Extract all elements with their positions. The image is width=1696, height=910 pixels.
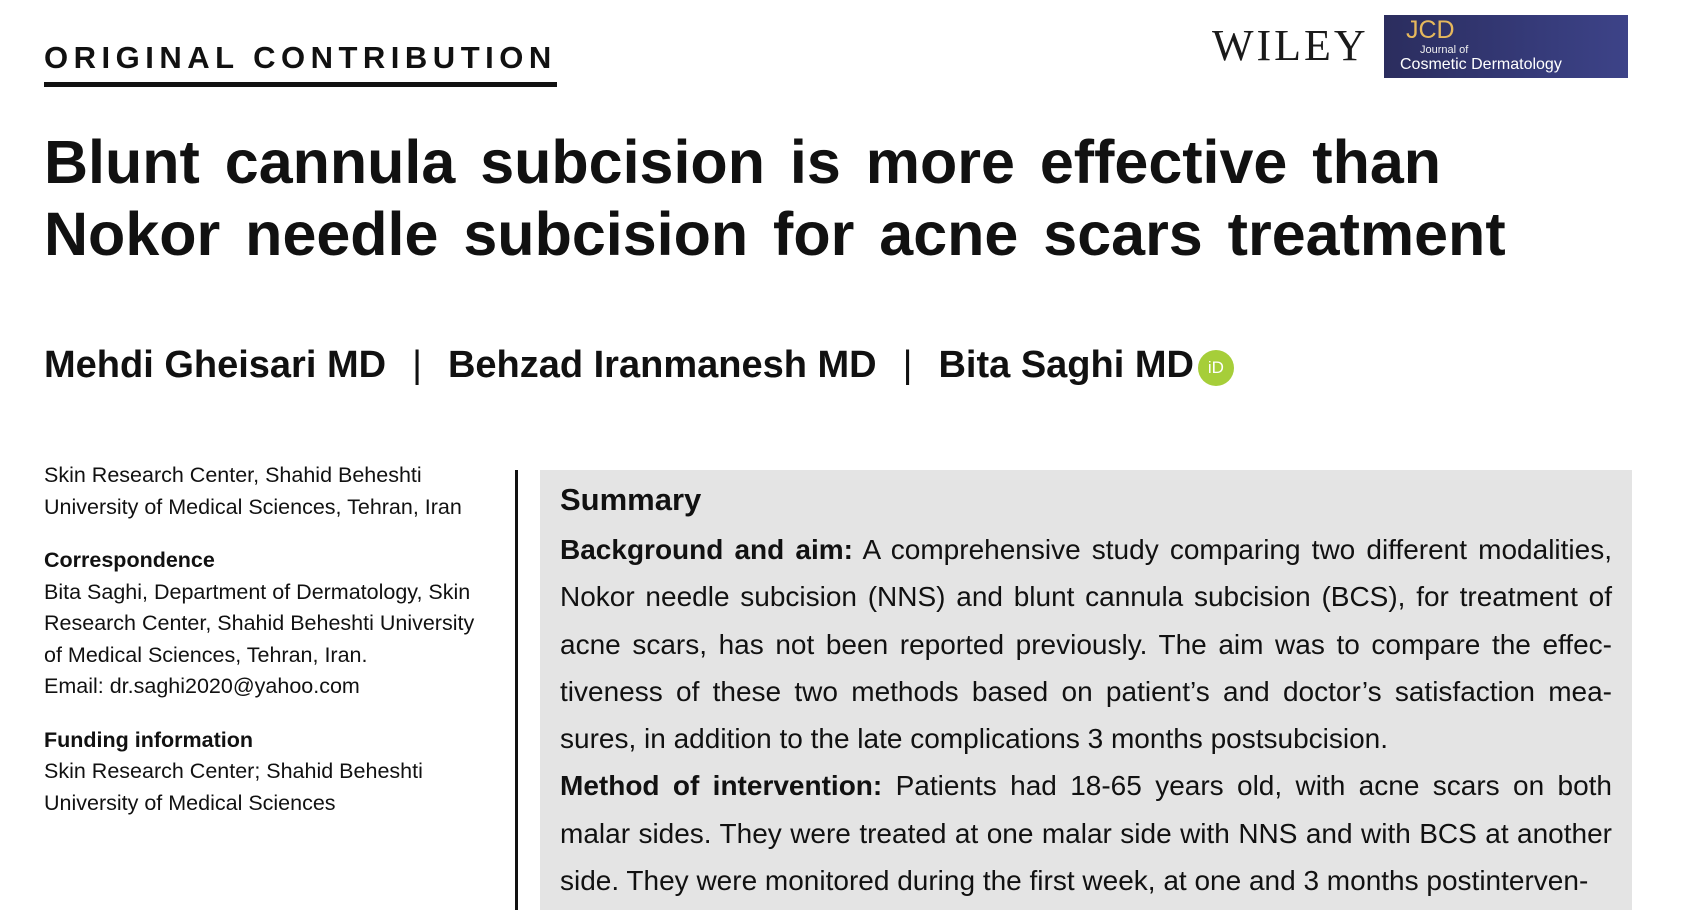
orcid-icon[interactable]: iD	[1197, 350, 1234, 386]
summary-heading: Summary	[560, 482, 702, 517]
method-label: Method of intervention:	[560, 770, 883, 802]
journal-logo[interactable]: JCD Journal of Cosmetic Dermatology	[1384, 15, 1628, 78]
column-divider	[515, 470, 518, 910]
wiley-logo[interactable]: WILEY	[1212, 21, 1369, 70]
article-title: Blunt cannula subcision is more effectiv…	[44, 128, 1506, 268]
section-label: ORIGINAL CONTRIBUTION	[44, 40, 557, 87]
funding-information: Funding information Skin Research Center…	[44, 725, 484, 820]
funding-heading: Funding information	[44, 727, 253, 752]
journal-logo-abbr: JCD	[1406, 16, 1455, 44]
correspondence-line: of Medical Sciences, Tehran, Iran.	[44, 642, 368, 667]
journal-logo-name: Cosmetic Dermatology	[1400, 56, 1562, 73]
background-text: A comprehensive study comparing two diff…	[560, 534, 1612, 755]
author-name[interactable]: Bita Saghi MD	[938, 343, 1194, 386]
funding-line: Skin Research Center; Shahid Beheshti	[44, 759, 423, 783]
journal-logo-subtitle: Journal of	[1420, 44, 1469, 56]
affiliation-line: University of Medical Sciences, Tehran, …	[44, 494, 462, 519]
author-name[interactable]: Mehdi Gheisari MD	[44, 343, 387, 386]
correspondence-line: Bita Saghi, Department of Dermatology, S…	[44, 579, 471, 604]
affiliation-line: Skin Research Center, Shahid Beheshti	[44, 463, 422, 487]
background-label: Background and aim:	[560, 534, 853, 565]
funding-line: University of Medical Sciences	[44, 790, 336, 815]
author-name[interactable]: Behzad Iranmanesh MD	[447, 343, 877, 386]
correspondence-heading: Correspondence	[44, 548, 215, 572]
correspondence-line: Research Center, Shahid Beheshti Univers…	[44, 611, 475, 635]
article-info-sidebar: Skin Research Center, Shahid Beheshti Un…	[44, 460, 484, 841]
author-separator: |	[902, 343, 913, 386]
summary-box: Summary Background and aim: A comprehens…	[540, 470, 1632, 910]
correspondence-email[interactable]: Email: dr.saghi2020@yahoo.com	[44, 674, 360, 698]
method-text: Patients had 18-65 years old, with acne …	[560, 770, 1612, 897]
correspondence: Correspondence Bita Saghi, Department of…	[44, 545, 484, 703]
author-list: Mehdi Gheisari MD | Behzad Iranmanesh MD…	[44, 340, 1234, 390]
summary-method: Method of intervention: Patients had 18-…	[560, 762, 1612, 904]
summary-body: Background and aim: A comprehensive stud…	[560, 526, 1612, 904]
summary-background: Background and aim: A comprehensive stud…	[560, 526, 1612, 762]
author-separator: |	[412, 343, 422, 386]
affiliation: Skin Research Center, Shahid Beheshti Un…	[44, 460, 484, 523]
